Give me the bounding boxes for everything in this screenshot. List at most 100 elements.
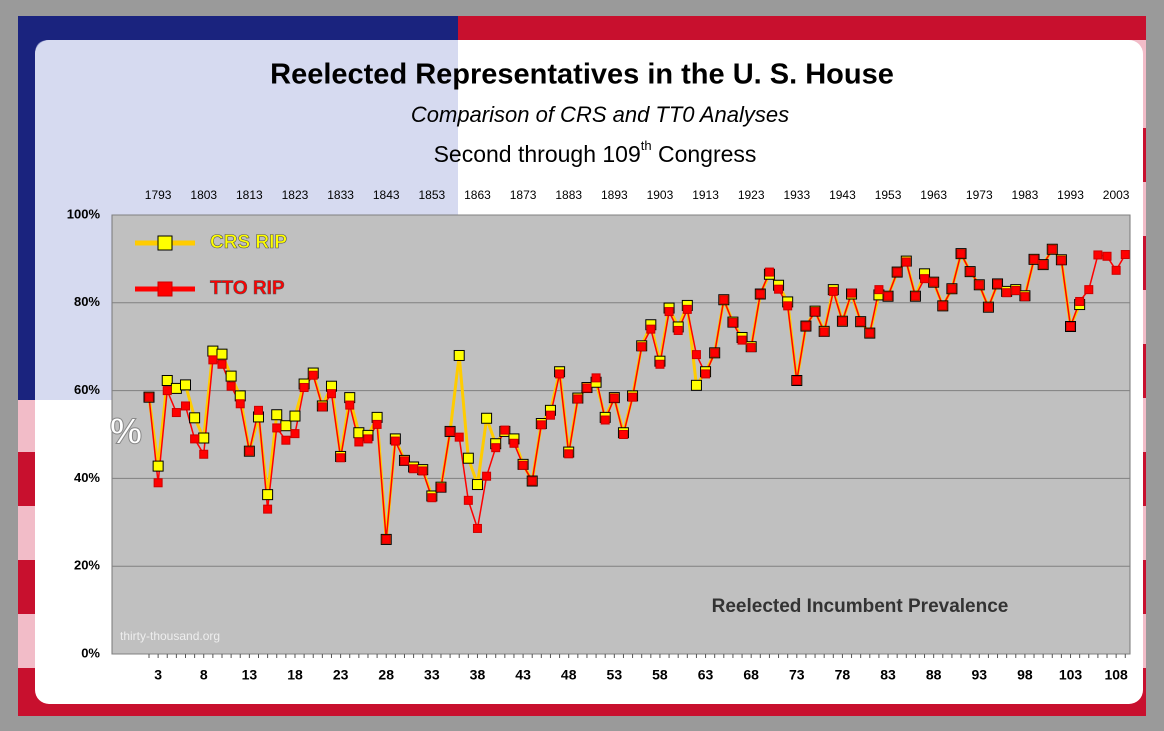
point (482, 413, 492, 423)
point (775, 285, 783, 293)
top-tick-label: 1913 (692, 188, 719, 202)
point (145, 393, 153, 401)
point (245, 447, 253, 455)
point (1103, 252, 1111, 260)
point (163, 387, 171, 395)
point (738, 336, 746, 344)
point (528, 477, 536, 485)
x-tick-label: 38 (470, 667, 486, 683)
x-tick-label: 98 (1017, 667, 1033, 683)
point (254, 406, 262, 414)
top-tick-label: 1923 (738, 188, 765, 202)
point (501, 426, 509, 434)
x-tick-label: 18 (287, 667, 303, 683)
point (218, 360, 226, 368)
top-tick-label: 1953 (875, 188, 902, 202)
point (281, 421, 291, 431)
point (437, 484, 445, 492)
point (1094, 251, 1102, 259)
subtitle-text: Second through 109 (434, 141, 641, 167)
watermark: thirty-thousand.org (120, 629, 220, 643)
point (629, 393, 637, 401)
chart-subtitle: Comparison of CRS and TT0 Analyses (411, 102, 789, 127)
y-tick-label: 60% (74, 382, 100, 397)
point (601, 416, 609, 424)
x-tick-label: 83 (880, 667, 896, 683)
point (811, 308, 819, 316)
x-tick-label: 53 (607, 667, 623, 683)
point (309, 371, 317, 379)
point (217, 349, 227, 359)
point (290, 411, 300, 421)
point (364, 435, 372, 443)
point (483, 472, 491, 480)
point (354, 428, 364, 438)
legend-label: CRS RIP (210, 232, 287, 253)
point (492, 444, 500, 452)
point (838, 317, 846, 325)
point (209, 356, 217, 364)
point (556, 370, 564, 378)
point (756, 290, 764, 298)
point (537, 421, 545, 429)
top-tick-label: 1973 (966, 188, 993, 202)
legend-marker (158, 282, 172, 296)
point (592, 374, 600, 382)
point (190, 413, 200, 423)
point (153, 461, 163, 471)
x-tick-label: 78 (835, 667, 851, 683)
point (975, 281, 983, 289)
point (208, 346, 218, 356)
point (172, 409, 180, 417)
point (1112, 266, 1120, 274)
point (454, 350, 464, 360)
point (180, 380, 190, 390)
point (939, 302, 947, 310)
top-tick-label: 1823 (282, 188, 309, 202)
point (866, 329, 874, 337)
y-tick-label: 40% (74, 470, 100, 485)
x-tick-label: 73 (789, 667, 805, 683)
point (610, 394, 618, 402)
point (1076, 297, 1084, 305)
point (191, 435, 199, 443)
point (574, 395, 582, 403)
point (902, 258, 910, 266)
point (565, 450, 573, 458)
point (546, 411, 554, 419)
point (747, 344, 755, 352)
point (1003, 289, 1011, 297)
x-tick-label: 63 (698, 667, 714, 683)
annotation: Reelected Incumbent Prevalence (712, 596, 1009, 617)
top-tick-label: 1793 (145, 188, 172, 202)
point (263, 490, 273, 500)
y-tick-label: 0% (81, 645, 100, 660)
point (282, 436, 290, 444)
top-tick-label: 1903 (647, 188, 674, 202)
point (327, 390, 335, 398)
point (391, 437, 399, 445)
point (337, 454, 345, 462)
point (154, 479, 162, 487)
point (720, 296, 728, 304)
legend-label: TTO RIP (210, 278, 285, 299)
point (1057, 256, 1065, 264)
point (711, 349, 719, 357)
top-tick-label: 1833 (327, 188, 354, 202)
point (994, 280, 1002, 288)
point (583, 384, 591, 392)
point (382, 535, 390, 543)
top-tick-label: 1863 (464, 188, 491, 202)
point (346, 401, 354, 409)
point (1048, 245, 1056, 253)
point (884, 292, 892, 300)
point (300, 384, 308, 392)
point (793, 377, 801, 385)
y-tick-label: 80% (74, 294, 100, 309)
x-tick-label: 23 (333, 667, 349, 683)
point (264, 505, 272, 513)
top-tick-label: 1853 (418, 188, 445, 202)
point (1021, 293, 1029, 301)
y-tick-label: 100% (67, 206, 101, 221)
legend-marker (158, 236, 172, 250)
